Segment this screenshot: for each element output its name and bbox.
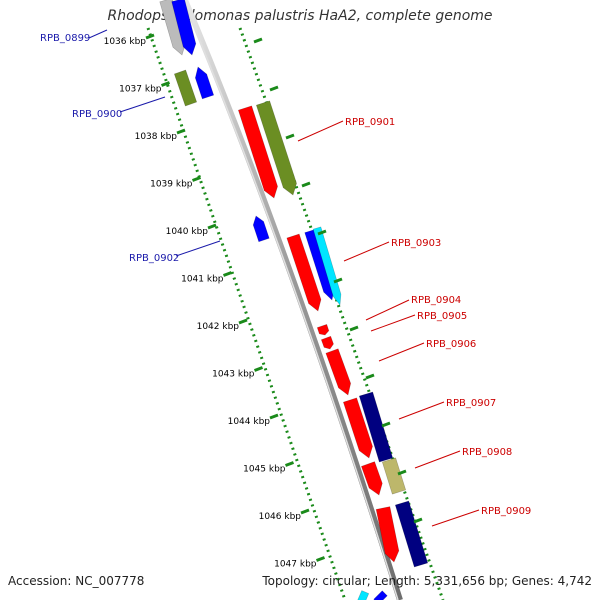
- outer-tick-mark: [381, 421, 391, 428]
- tick-label: 1047 kbp: [274, 560, 317, 570]
- gene-block-rpb-0905: [320, 335, 334, 350]
- genome-backbone: [182, 0, 403, 600]
- gene-label-rpb-0907: RPB_0907: [446, 398, 496, 409]
- gene-label-rpb-0909: RPB_0909: [481, 506, 531, 517]
- gene-label-rpb-0903: RPB_0903: [391, 238, 441, 249]
- gene-block-partial-a: [373, 590, 388, 600]
- tick-mark: [222, 271, 233, 277]
- genome-summary-text: Topology: circular; Length: 5,331,656 bp…: [262, 574, 592, 588]
- tick-label: 1044 kbp: [228, 417, 271, 427]
- gene-block-rpb-0901-b: [255, 100, 297, 196]
- leader-line-rpb-0905: [370, 314, 416, 332]
- leader-line-rpb-0902: [175, 240, 221, 257]
- tick-label: 1046 kbp: [259, 512, 302, 522]
- tick-label: 1037 kbp: [119, 85, 162, 95]
- gene-label-rpb-0908: RPB_0908: [462, 447, 512, 458]
- leader-line-rpb-0907: [398, 401, 445, 420]
- outer-tick-mark: [317, 229, 327, 236]
- ruler-track-inner: [146, 27, 347, 600]
- gene-block-rpb-0909-b: [394, 500, 429, 568]
- tick-label: 1040 kbp: [166, 227, 209, 237]
- gene-block-rpb-0900-a: [173, 69, 198, 107]
- tick-label-layer: 1036 kbp 1037 kbp 1038 kbp 1039 kbp 1040 kbp…: [104, 33, 423, 570]
- leader-line-rpb-0906: [378, 342, 425, 362]
- leader-line-rpb-0903: [343, 241, 390, 262]
- leader-line-rpb-0901: [297, 120, 344, 142]
- outer-tick-mark: [365, 373, 375, 380]
- tick-label: 1043 kbp: [212, 370, 255, 380]
- tick-mark: [238, 318, 248, 325]
- gene-label-rpb-0901: RPB_0901: [345, 117, 395, 128]
- outer-tick-mark: [349, 325, 359, 332]
- outer-tick-mark: [285, 133, 295, 140]
- gene-block-rpb-0907-b: [358, 391, 394, 463]
- outer-tick-mark: [269, 85, 279, 92]
- gene-block-rpb-0901-a: [237, 105, 278, 199]
- gene-block-rpb-0907-a: [342, 397, 373, 459]
- gene-label-rpb-0899: RPB_0899: [40, 33, 90, 44]
- tick-label: 1041 kbp: [181, 275, 224, 285]
- tick-mark: [269, 413, 279, 420]
- gene-block-rpb-0906: [325, 348, 352, 396]
- feature-layer: [159, 0, 429, 600]
- gene-block-rpb-0899-a: [159, 0, 186, 56]
- outer-tick-mark: [413, 517, 423, 524]
- leader-line-rpb-0899: [88, 29, 108, 39]
- tick-mark: [191, 176, 202, 182]
- gene-label-rpb-0906: RPB_0906: [426, 339, 476, 350]
- gene-block-rpb-0908-a: [361, 461, 383, 496]
- genome-backbone-highlight: [182, 0, 399, 600]
- gene-label-rpb-0904: RPB_0904: [411, 295, 461, 306]
- gene-block-partial-b: [357, 590, 370, 600]
- gene-label-rpb-0902: RPB_0902: [129, 253, 179, 264]
- tick-mark: [145, 33, 155, 40]
- gene-label-rpb-0900: RPB_0900: [72, 109, 122, 120]
- tick-mark: [315, 556, 326, 562]
- outer-tick-mark: [333, 277, 343, 284]
- outer-tick-mark: [253, 37, 263, 44]
- tick-label: 1038 kbp: [135, 132, 178, 142]
- tick-mark: [284, 461, 295, 467]
- gene-label-layer: RPB_0899 RPB_0900 RPB_0901 RPB_0902 RPB_0903…: [40, 29, 531, 527]
- tick-mark: [207, 223, 217, 230]
- outer-tick-mark: [397, 469, 407, 476]
- backbone-layer: [182, 0, 403, 600]
- leader-line-rpb-0908: [414, 450, 461, 469]
- leader-line-rpb-0909: [431, 509, 480, 527]
- gene-block-rpb-0903-c: [312, 226, 342, 306]
- gene-block-rpb-0904: [316, 324, 330, 336]
- tick-label: 1042 kbp: [197, 322, 240, 332]
- tick-mark: [176, 128, 186, 135]
- accession-text: Accession: NC_007778: [8, 574, 145, 588]
- leader-line-rpb-0900: [119, 96, 166, 113]
- leader-line-rpb-0904: [365, 299, 410, 321]
- gene-block-rpb-0908-b: [381, 457, 407, 495]
- gene-block-rpb-0900-b: [194, 66, 215, 100]
- tick-mark: [300, 508, 310, 515]
- gene-block-rpb-0899-b: [171, 0, 197, 56]
- tick-mark: [160, 81, 171, 87]
- outer-tick-mark: [301, 181, 311, 188]
- gene-label-rpb-0905: RPB_0905: [417, 311, 467, 322]
- gene-block-rpb-0909-a: [375, 506, 400, 563]
- tick-mark: [253, 366, 264, 372]
- map-title: Rhodopseudomonas palustris HaA2, complet…: [107, 8, 493, 24]
- tick-label: 1039 kbp: [150, 180, 193, 190]
- gene-block-rpb-0903-a: [286, 233, 322, 312]
- tick-label: 1045 kbp: [243, 465, 286, 475]
- tick-label: 1036 kbp: [104, 37, 147, 47]
- gene-block-rpb-0902: [252, 215, 270, 243]
